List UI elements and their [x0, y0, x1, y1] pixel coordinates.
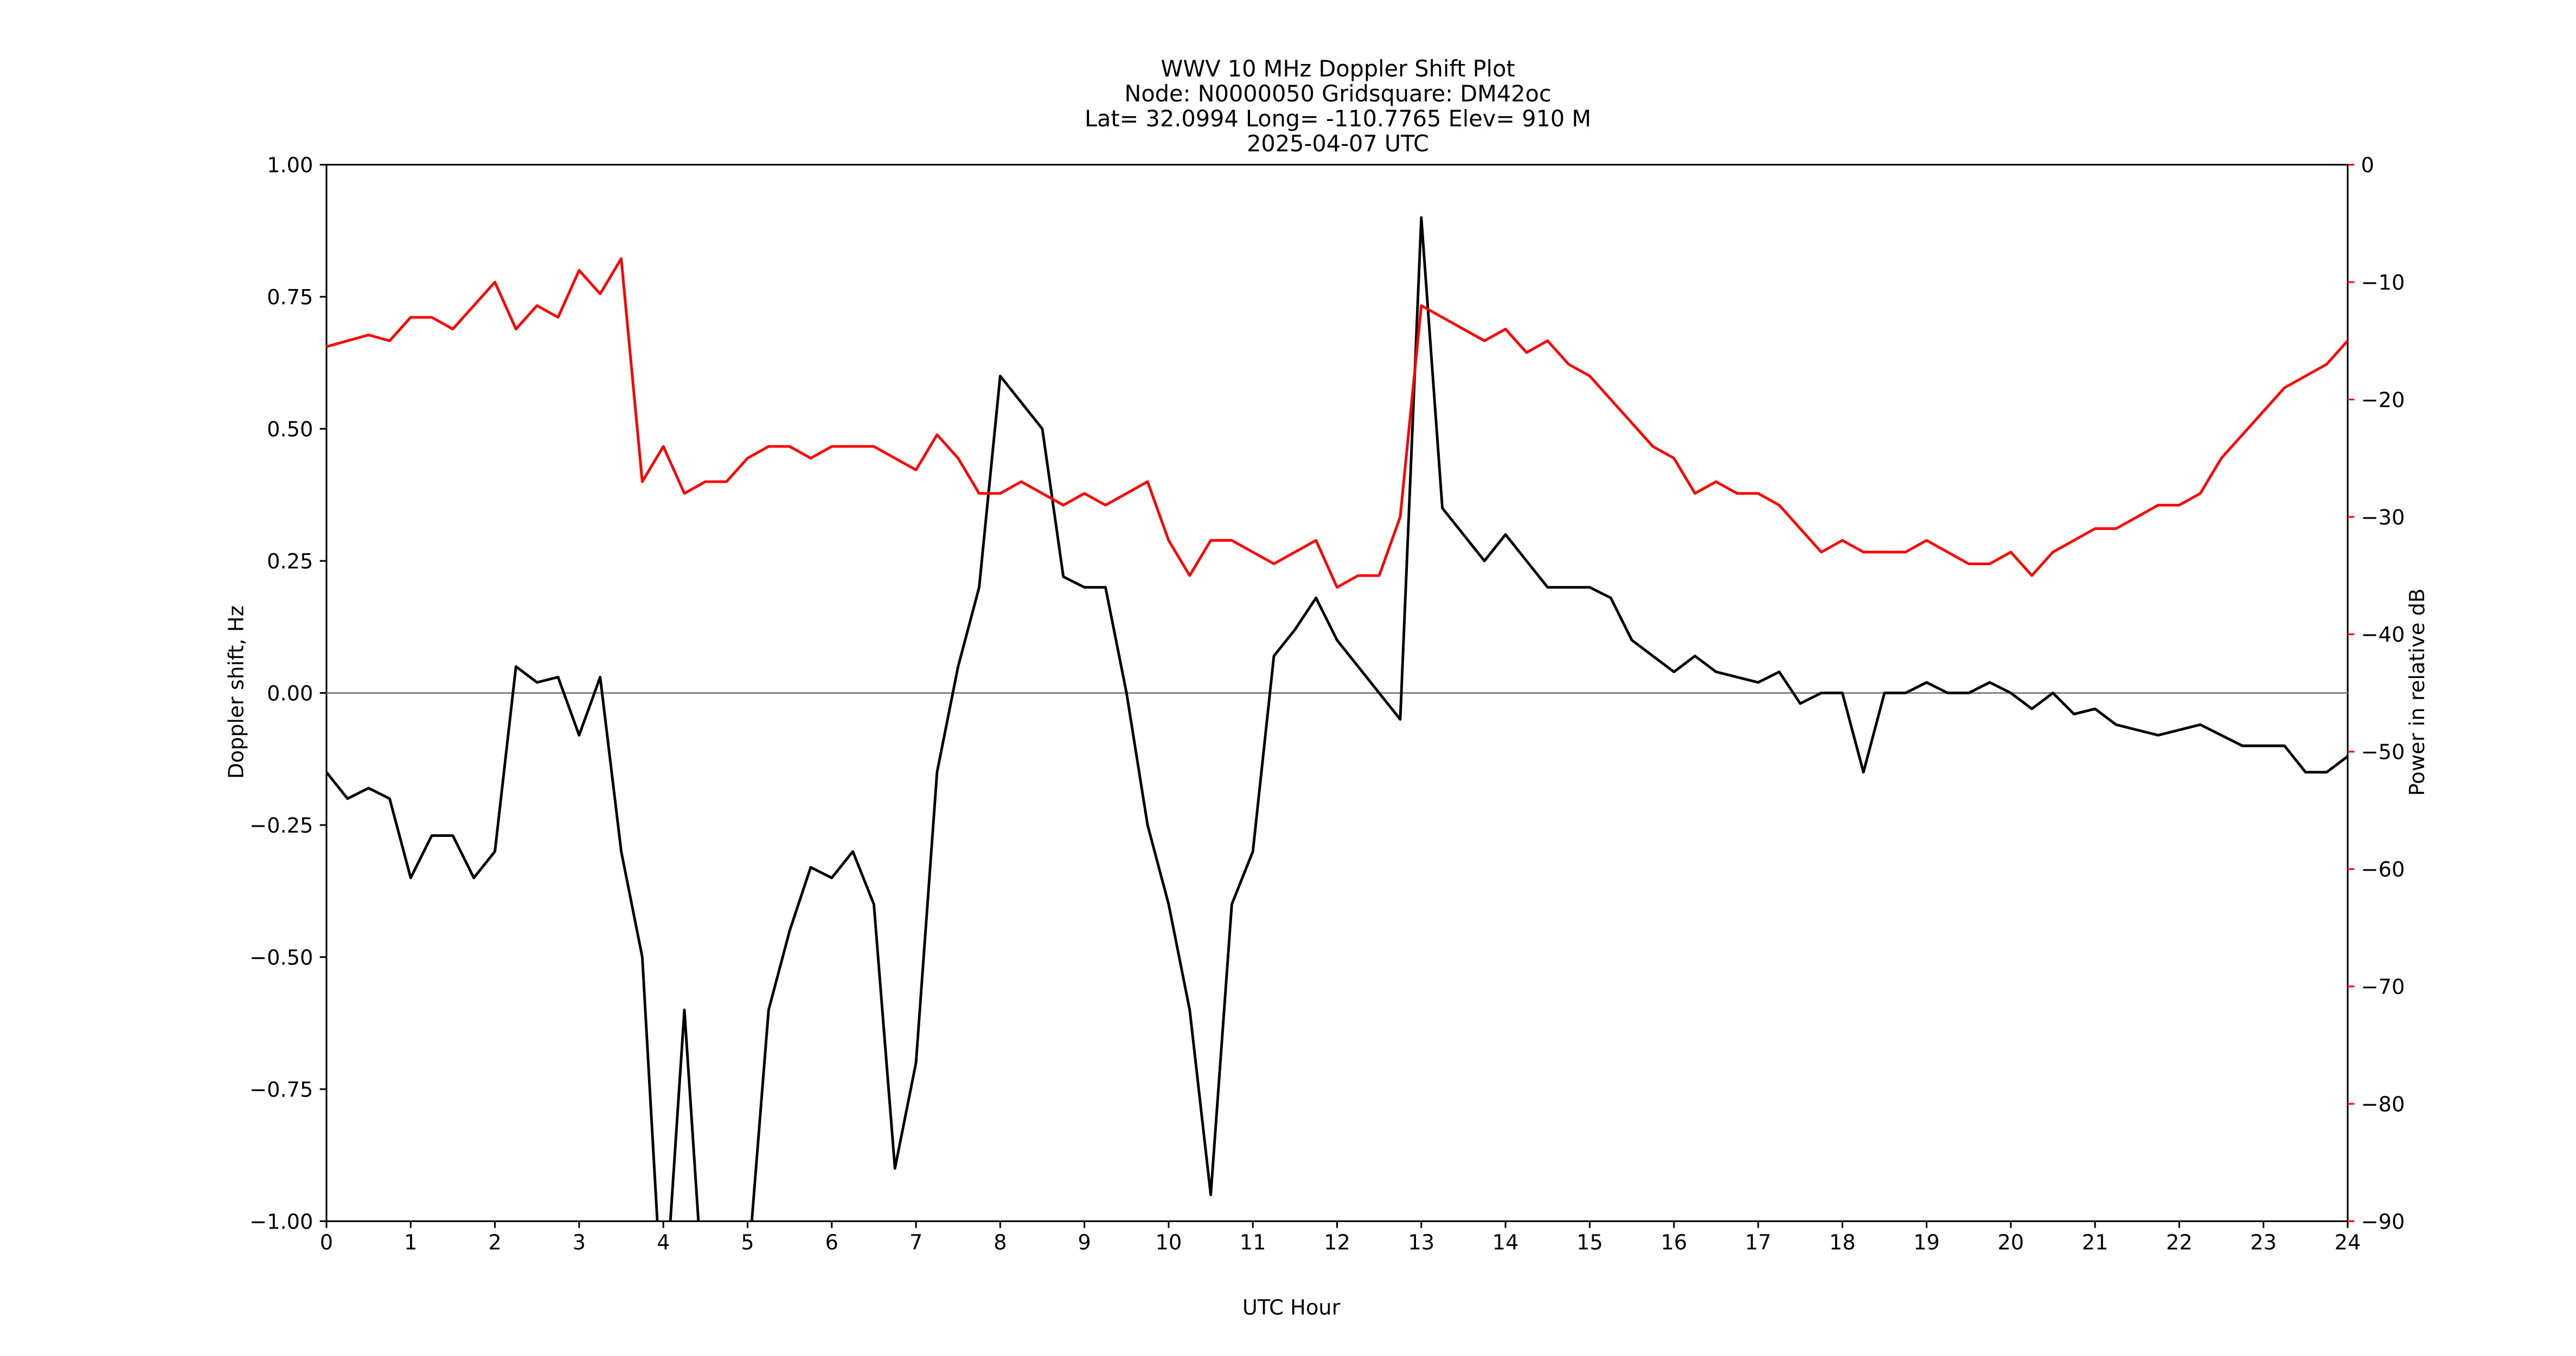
y2-tick-label: −80 [2361, 1092, 2405, 1117]
chart-title: 2025-04-07 UTC [1247, 131, 1429, 157]
x-tick-label: 0 [320, 1231, 333, 1255]
x-tick-label: 22 [2166, 1231, 2193, 1255]
chart-title: WWV 10 MHz Doppler Shift Plot [1161, 56, 1515, 82]
x-tick-label: 5 [741, 1231, 754, 1255]
x-tick-label: 13 [1408, 1231, 1434, 1255]
y2-tick-label: 0 [2361, 153, 2374, 177]
y-tick-label: 0.50 [267, 417, 313, 442]
chart-title: Node: N0000050 Gridsquare: DM42oc [1124, 81, 1551, 107]
y2-tick-label: −50 [2361, 740, 2405, 765]
y2-tick-label: −90 [2361, 1210, 2405, 1234]
x-tick-label: 14 [1492, 1231, 1519, 1255]
x-tick-label: 4 [657, 1231, 670, 1255]
x-tick-label: 18 [1829, 1231, 1856, 1255]
y2-axis-label: Power in relative dB [2405, 589, 2430, 796]
x-tick-label: 6 [825, 1231, 838, 1255]
x-tick-label: 20 [1997, 1231, 2024, 1255]
y2-tick-label: −20 [2361, 388, 2405, 412]
x-tick-label: 3 [573, 1231, 586, 1255]
x-tick-label: 9 [1078, 1231, 1091, 1255]
y2-tick-label: −30 [2361, 506, 2405, 530]
series-line [326, 216, 2348, 1221]
x-tick-label: 11 [1240, 1231, 1266, 1255]
x-tick-label: 2 [488, 1231, 501, 1255]
y-tick-label: −0.75 [249, 1078, 313, 1102]
y-tick-label: −0.50 [249, 945, 313, 970]
x-tick-label: 24 [2335, 1231, 2361, 1255]
x-tick-label: 17 [1745, 1231, 1772, 1255]
series-line [326, 257, 2348, 589]
x-tick-label: 1 [404, 1231, 417, 1255]
chart-title: Lat= 32.0994 Long= -110.7765 Elev= 910 M [1085, 106, 1591, 132]
y-tick-label: 0.75 [267, 285, 313, 310]
y-tick-label: −0.25 [249, 814, 313, 838]
x-tick-label: 19 [1913, 1231, 1940, 1255]
y-tick-label: 0.00 [267, 681, 313, 706]
y-axis-label: Doppler shift, Hz [225, 605, 249, 779]
y-tick-label: 0.25 [267, 549, 313, 574]
x-tick-label: 16 [1661, 1231, 1687, 1255]
y2-tick-label: −10 [2361, 271, 2405, 295]
y-tick-label: −1.00 [249, 1210, 313, 1234]
x-tick-label: 7 [909, 1231, 922, 1255]
y2-tick-label: −70 [2361, 975, 2405, 999]
x-tick-label: 23 [2250, 1231, 2277, 1255]
x-tick-label: 12 [1324, 1231, 1350, 1255]
x-axis-label: UTC Hour [1242, 1295, 1341, 1320]
x-tick-label: 15 [1577, 1231, 1603, 1255]
x-tick-label: 10 [1156, 1231, 1182, 1255]
y-tick-label: 1.00 [267, 153, 313, 177]
x-tick-label: 8 [994, 1231, 1007, 1255]
y2-tick-label: −60 [2361, 858, 2405, 882]
y2-tick-label: −40 [2361, 623, 2405, 647]
x-tick-label: 21 [2082, 1231, 2109, 1255]
